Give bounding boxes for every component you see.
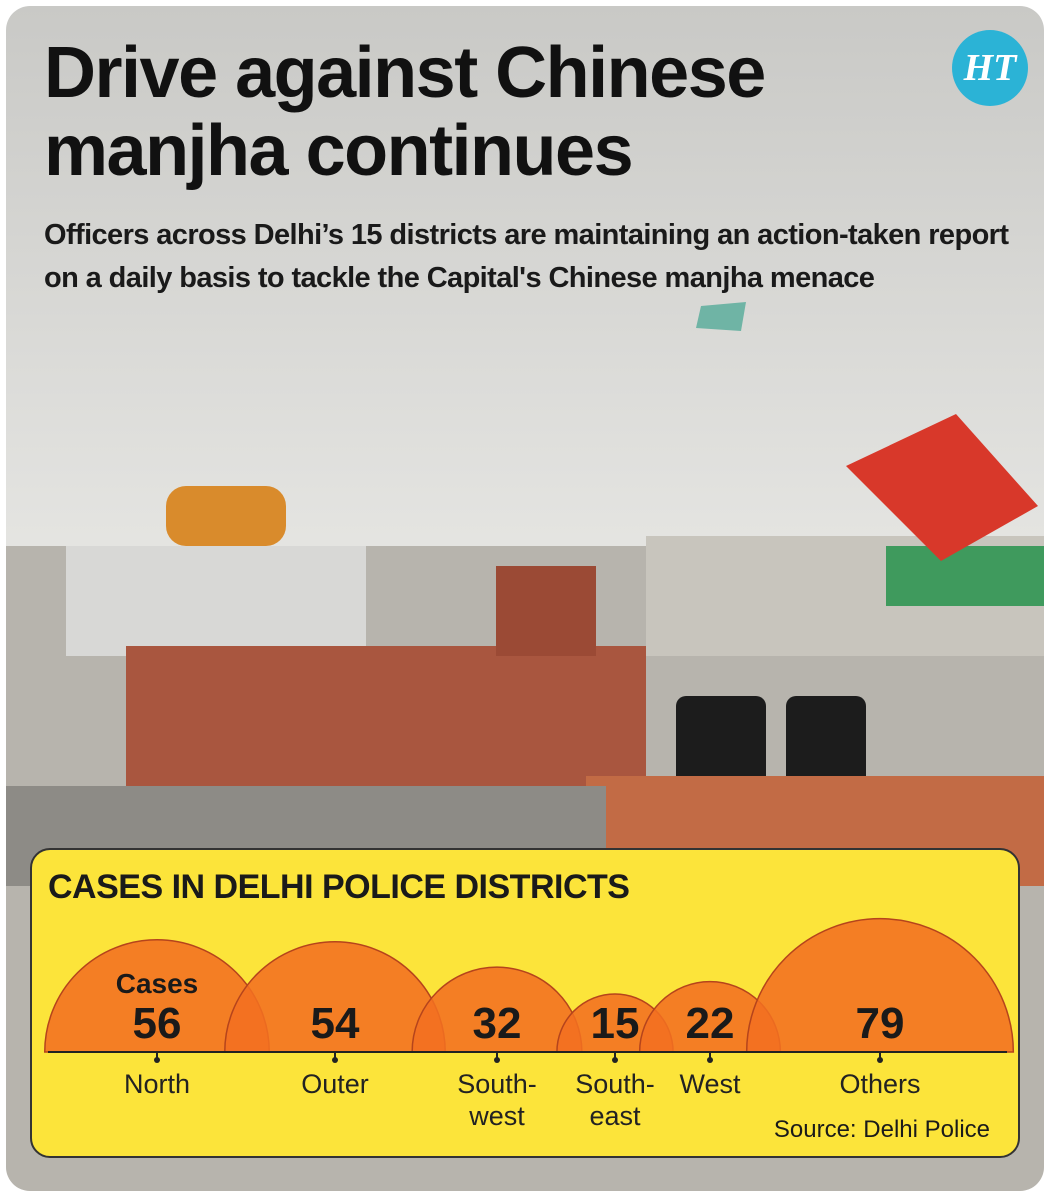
headline: Drive against Chinese manjha continues [44, 33, 766, 191]
category-label: South- east [575, 1069, 655, 1131]
tick-dot [332, 1057, 338, 1063]
category-label: West [679, 1069, 741, 1099]
source: Source: Delhi Police [773, 1116, 990, 1143]
tick-dot [494, 1057, 500, 1063]
value-label: 32 [472, 999, 522, 1048]
category-label: Others [839, 1069, 921, 1099]
logo: HT [952, 30, 1028, 106]
category-label: South- west [457, 1069, 537, 1131]
tick-dot [707, 1057, 713, 1063]
value-title: Cases [115, 968, 199, 999]
category-label: North [123, 1069, 191, 1099]
chart-panel: CASES IN DELHI POLICE DISTRICTS Cases So… [30, 848, 1020, 1158]
value-label: 79 [855, 999, 905, 1048]
chart [43, 917, 1015, 1063]
tick-dot [612, 1057, 618, 1063]
value-label: 22 [685, 999, 735, 1048]
subheadline: Officers across Delhi’s 15 districts are… [44, 219, 1009, 294]
semicircle [745, 917, 1015, 1053]
value-label: 56 [132, 999, 182, 1048]
category-label: Outer [301, 1069, 369, 1099]
value-label: 15 [590, 999, 640, 1048]
chart-title: CASES IN DELHI POLICE DISTRICTS [48, 868, 630, 906]
tick-dot [877, 1057, 883, 1063]
tick-dot [154, 1057, 160, 1063]
value-label: 54 [310, 999, 360, 1048]
